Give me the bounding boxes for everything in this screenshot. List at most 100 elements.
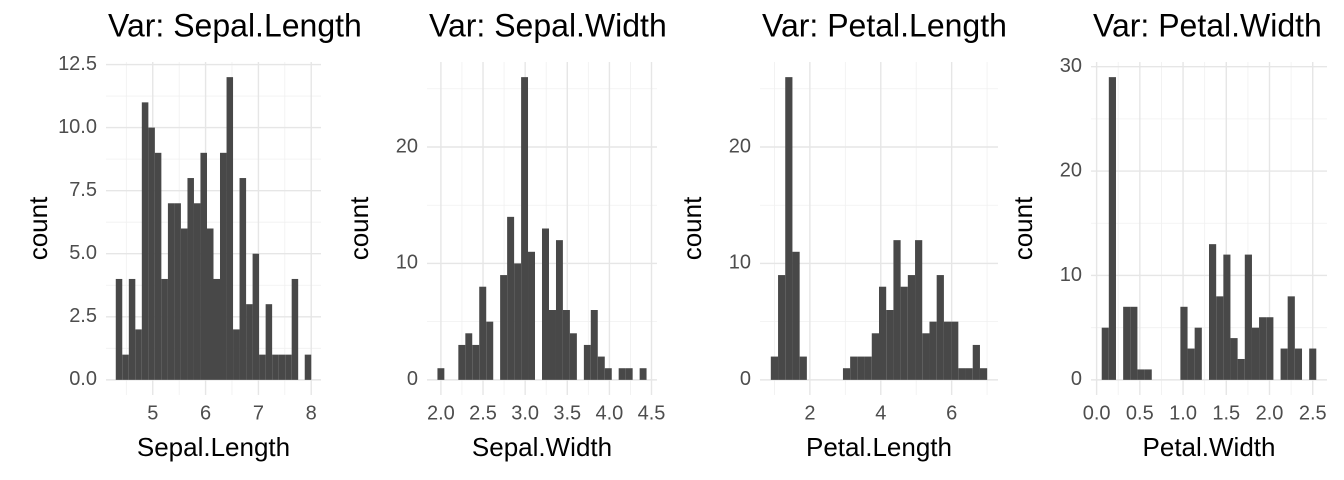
chart-title: Var: Sepal.Width	[429, 7, 667, 43]
x-tick-label: 2.5	[469, 402, 497, 424]
bar	[291, 278, 299, 380]
bar	[1180, 306, 1188, 380]
bar	[161, 278, 168, 380]
bar	[569, 333, 577, 380]
bar	[792, 251, 800, 380]
y-tick-label: 0	[1071, 368, 1082, 390]
bar	[583, 344, 591, 380]
y-tick-label: 20	[396, 135, 418, 157]
bar	[514, 263, 522, 380]
bar	[1259, 317, 1267, 380]
bar	[272, 354, 279, 380]
bar	[1130, 306, 1138, 380]
x-tick-label: 6	[946, 402, 957, 424]
bar	[233, 329, 240, 380]
chart-title: Var: Petal.Length	[762, 7, 1007, 43]
bar	[562, 310, 570, 380]
bar	[479, 286, 487, 380]
bar	[213, 278, 220, 380]
bar	[193, 203, 201, 380]
bar	[187, 178, 194, 380]
bar	[943, 321, 952, 380]
bar	[1244, 254, 1252, 380]
bar	[180, 228, 188, 380]
bar	[1294, 348, 1303, 380]
x-tick-label: 1.0	[1169, 402, 1197, 424]
chart-title: Var: Petal.Width	[1093, 7, 1322, 43]
bar	[154, 152, 162, 380]
chart-title: Var: Sepal.Length	[108, 7, 362, 43]
bar	[799, 356, 807, 380]
bar	[128, 278, 136, 380]
bar	[500, 275, 508, 380]
x-tick-label: 2	[804, 402, 815, 424]
bar	[1230, 338, 1238, 380]
y-axis-title: count	[677, 196, 707, 260]
y-axis-title: count	[344, 196, 374, 260]
x-axis-title: Sepal.Length	[137, 432, 290, 462]
bar	[1123, 306, 1131, 380]
bar	[486, 321, 494, 380]
y-tick-label: 0	[740, 368, 751, 390]
x-tick-label: 5	[147, 402, 158, 424]
bar	[958, 368, 966, 380]
bar	[458, 344, 466, 380]
bar	[1216, 296, 1224, 380]
y-tick-label: 10.0	[58, 116, 97, 138]
bar	[618, 368, 626, 380]
bar	[915, 240, 923, 380]
bar	[1237, 358, 1245, 380]
bar	[135, 329, 142, 380]
bar	[239, 178, 247, 380]
bar	[1101, 327, 1109, 380]
bar	[207, 228, 214, 380]
x-tick-label: 2.0	[427, 402, 455, 424]
bar	[437, 368, 445, 380]
bar	[115, 278, 123, 380]
bar	[465, 333, 473, 380]
x-tick-label: 6	[200, 402, 211, 424]
bar	[246, 304, 253, 380]
x-tick-label: 8	[306, 402, 317, 424]
bar	[148, 127, 155, 380]
bar	[528, 251, 536, 380]
bar	[850, 356, 858, 380]
y-tick-label: 10	[729, 252, 751, 274]
x-tick-label: 2.5	[1299, 402, 1327, 424]
bar	[864, 356, 872, 380]
bar	[900, 286, 908, 380]
bar	[857, 356, 865, 380]
bar	[1266, 317, 1274, 380]
bar	[951, 321, 959, 380]
bar	[278, 354, 286, 380]
y-tick-label: 20	[729, 135, 751, 157]
y-tick-label: 0	[407, 368, 418, 390]
y-tick-label: 10	[396, 252, 418, 274]
bar	[922, 333, 930, 380]
x-tick-label: 2.0	[1256, 402, 1284, 424]
x-axis-title: Petal.Length	[806, 432, 952, 462]
bar	[590, 310, 598, 380]
bar	[597, 356, 605, 380]
y-tick-label: 10	[1060, 264, 1082, 286]
bar	[929, 321, 937, 380]
bar	[252, 253, 260, 380]
y-tick-label: 2.5	[69, 305, 97, 327]
bar	[1223, 254, 1231, 380]
bar	[167, 203, 175, 380]
x-tick-label: 3.5	[553, 402, 581, 424]
bar	[507, 216, 515, 380]
bar	[1108, 77, 1116, 380]
x-tick-label: 7	[253, 402, 264, 424]
x-tick-label: 1.5	[1212, 402, 1240, 424]
bar	[542, 228, 549, 380]
bar	[893, 240, 901, 380]
y-tick-label: 20	[1060, 159, 1082, 181]
bar	[770, 356, 779, 380]
bar	[842, 368, 851, 380]
x-tick-label: 4	[875, 402, 886, 424]
bar	[625, 368, 633, 380]
bar	[259, 354, 266, 380]
